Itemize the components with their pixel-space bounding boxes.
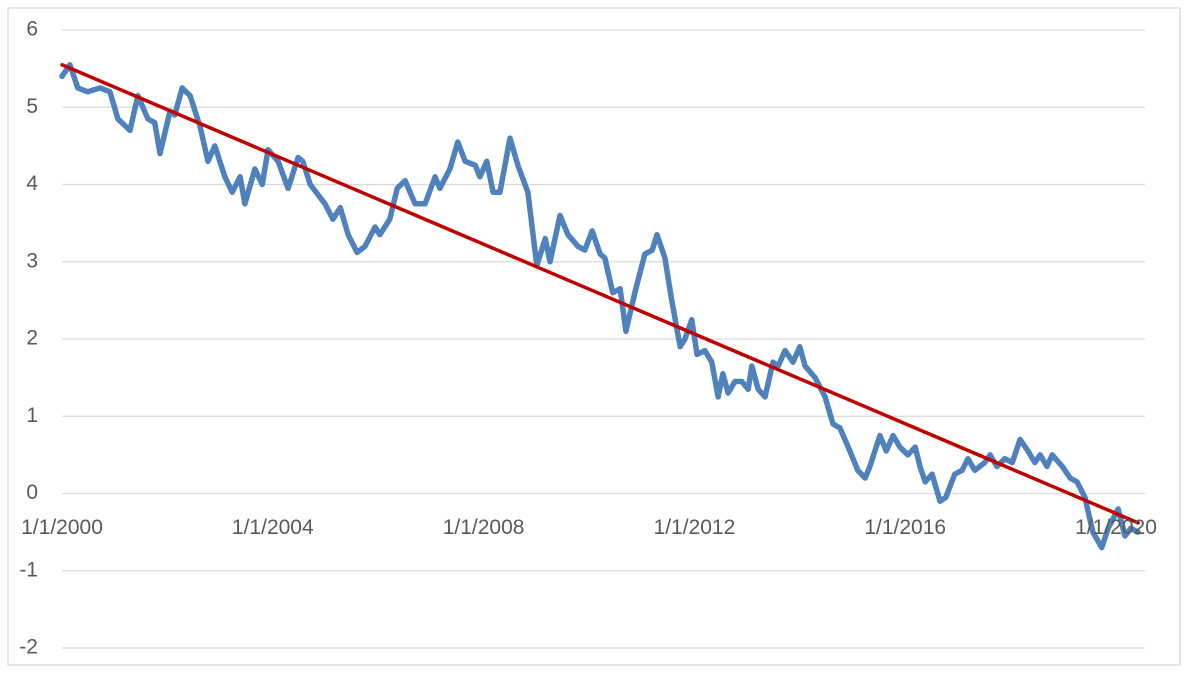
data-line bbox=[59, 62, 1141, 551]
y-tick-label: 1 bbox=[26, 404, 38, 427]
x-tick-label: 1/1/2012 bbox=[654, 516, 736, 539]
trend-line bbox=[60, 63, 1140, 525]
x-tick-label: 1/1/2004 bbox=[232, 516, 314, 539]
y-tick-label: 3 bbox=[26, 249, 38, 272]
chart-border bbox=[7, 7, 1181, 666]
y-tick-label: -2 bbox=[19, 636, 38, 659]
y-tick-label: 2 bbox=[26, 327, 38, 350]
x-tick-label: 1/1/2020 bbox=[1075, 516, 1157, 539]
x-tick-label: 1/1/2008 bbox=[443, 516, 525, 539]
y-tick-label: -1 bbox=[19, 558, 38, 581]
y-tick-label: 4 bbox=[26, 172, 38, 195]
y-tick-label: 0 bbox=[26, 481, 38, 504]
y-tick-label: 5 bbox=[26, 95, 38, 118]
x-tick-label: 1/1/2016 bbox=[864, 516, 946, 539]
x-tick-label: 1/1/2000 bbox=[21, 516, 103, 539]
y-tick-label: 6 bbox=[26, 18, 38, 41]
